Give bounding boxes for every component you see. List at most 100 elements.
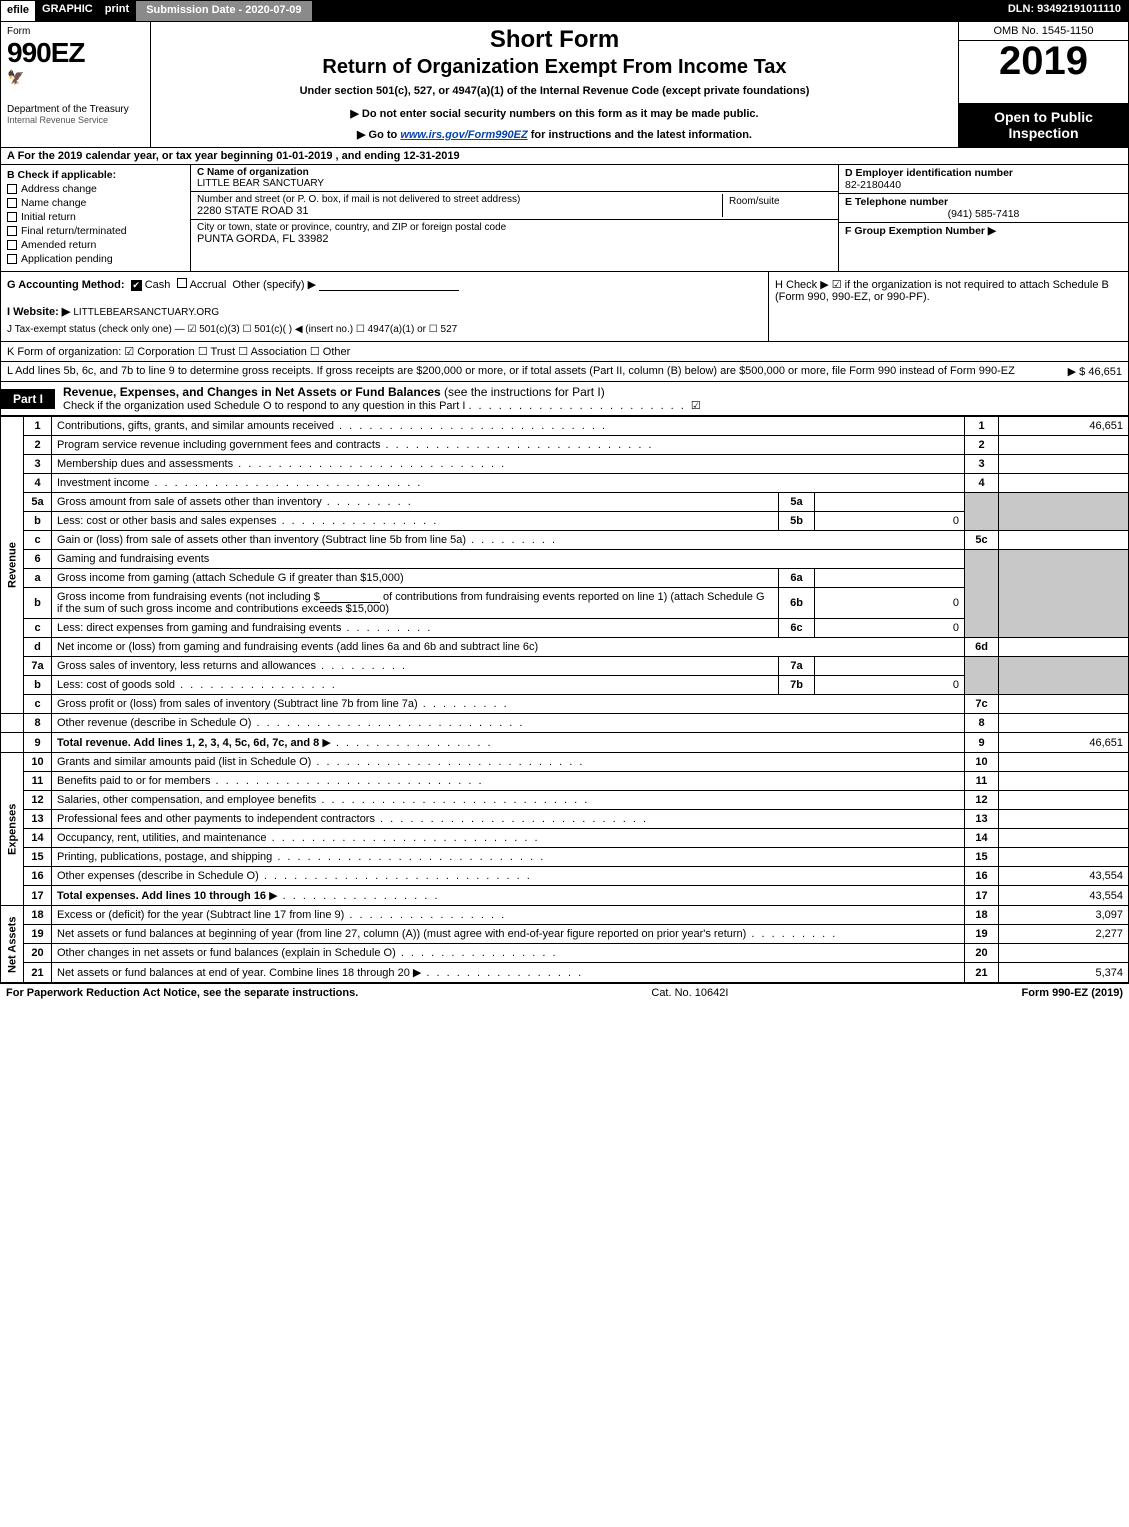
part-1-title: Revenue, Expenses, and Changes in Net As… <box>55 382 1128 415</box>
short-form-title: Short Form <box>159 26 950 54</box>
print-button[interactable]: print <box>99 0 135 22</box>
check-initial-return[interactable]: Initial return <box>7 211 184 223</box>
check-name-change[interactable]: Name change <box>7 197 184 209</box>
part-1-header: Part I Revenue, Expenses, and Changes in… <box>0 382 1129 416</box>
line-17-value: 43,554 <box>999 886 1129 906</box>
line-4-value <box>999 474 1129 493</box>
line-11-value <box>999 772 1129 791</box>
header-mid: Short Form Return of Organization Exempt… <box>151 22 958 147</box>
net-assets-side-label: Net Assets <box>1 906 24 983</box>
tax-exempt-status: J Tax-exempt status (check only one) — ☑… <box>7 324 762 335</box>
check-final-return[interactable]: Final return/terminated <box>7 225 184 237</box>
tax-period-row: A For the 2019 calendar year, or tax yea… <box>0 148 1129 165</box>
street-value: 2280 STATE ROAD 31 <box>197 205 722 217</box>
form-label: Form <box>7 26 144 37</box>
org-name-value: LITTLE BEAR SANCTUARY <box>197 178 832 189</box>
line-1-value: 46,651 <box>999 417 1129 436</box>
fundraising-contrib-input[interactable] <box>320 591 380 603</box>
website-label: I Website: ▶ <box>7 306 70 318</box>
line-21-value: 5,374 <box>999 963 1129 983</box>
line-16-value: 43,554 <box>999 867 1129 886</box>
form-header: Form 990EZ 🦅 Department of the Treasury … <box>0 22 1129 148</box>
do-not-enter-text: ▶ Do not enter social security numbers o… <box>159 107 950 120</box>
city-value: PUNTA GORDA, FL 33982 <box>197 233 832 245</box>
street-label: Number and street (or P. O. box, if mail… <box>197 194 722 205</box>
line-13-value <box>999 810 1129 829</box>
line-7b-value: 0 <box>815 676 965 695</box>
irs-link[interactable]: www.irs.gov/Form990EZ <box>400 129 527 141</box>
accounting-hcheck-row: G Accounting Method: Cash Accrual Other … <box>0 272 1129 342</box>
line-15-value <box>999 848 1129 867</box>
line-2-value <box>999 436 1129 455</box>
line-18-value: 3,097 <box>999 906 1129 925</box>
city-label: City or town, state or province, country… <box>197 222 832 233</box>
section-l-text: L Add lines 5b, 6c, and 7b to line 9 to … <box>7 365 1015 378</box>
accounting-label: G Accounting Method: <box>7 279 125 291</box>
header-right: OMB No. 1545-1150 2019 Open to Public In… <box>958 22 1128 147</box>
department-label: Department of the Treasury <box>7 104 144 115</box>
part-1-table: Revenue 1 Contributions, gifts, grants, … <box>0 416 1129 983</box>
catalog-number: Cat. No. 10642I <box>651 987 728 999</box>
line-3-value <box>999 455 1129 474</box>
line-5b-value: 0 <box>815 512 965 531</box>
entity-block: B Check if applicable: Address change Na… <box>0 165 1129 272</box>
section-def: D Employer identification number 82-2180… <box>838 165 1128 271</box>
line-8-value <box>999 714 1129 733</box>
arrow-icon: ▶ <box>269 890 277 902</box>
submission-date-button[interactable]: Submission Date - 2020-07-09 <box>135 0 312 22</box>
part-1-tab: Part I <box>1 389 55 409</box>
efile-label: efile <box>0 0 36 22</box>
submission-date: 2020-07-09 <box>245 4 301 16</box>
form-footer-label: Form 990-EZ (2019) <box>1022 987 1123 999</box>
checkbox-icon <box>7 212 17 222</box>
treasury-seal-icon: 🦅 <box>7 69 144 86</box>
check-address-change[interactable]: Address change <box>7 183 184 195</box>
line-6a-value <box>815 569 965 588</box>
phone-value: (941) 585-7418 <box>845 208 1122 220</box>
section-b: B Check if applicable: Address change Na… <box>1 165 191 271</box>
checkbox-icon <box>7 184 17 194</box>
section-g: G Accounting Method: Cash Accrual Other … <box>1 272 768 341</box>
check-application-pending[interactable]: Application pending <box>7 253 184 265</box>
line-9-value: 46,651 <box>999 733 1129 753</box>
line-5a-value <box>815 493 965 512</box>
check-amended-return[interactable]: Amended return <box>7 239 184 251</box>
checkbox-icon <box>7 198 17 208</box>
form-number: 990EZ <box>7 37 144 69</box>
section-b-label: B Check if applicable: <box>7 169 184 181</box>
section-c: C Name of organization LITTLE BEAR SANCT… <box>191 165 838 271</box>
line-6d-value <box>999 638 1129 657</box>
phone-label: E Telephone number <box>845 196 1122 208</box>
top-bar: efile GRAPHIC print Submission Date - 20… <box>0 0 1129 22</box>
line-7c-value <box>999 695 1129 714</box>
checkbox-icon <box>7 254 17 264</box>
irs-label: Internal Revenue Service <box>7 115 144 125</box>
checkbox-icon <box>7 226 17 236</box>
org-name-label: C Name of organization <box>197 167 832 178</box>
line-7a-value <box>815 657 965 676</box>
graphic-label: GRAPHIC <box>36 0 99 22</box>
ein-label: D Employer identification number <box>845 167 1122 179</box>
open-to-public: Open to Public Inspection <box>959 103 1128 147</box>
paperwork-notice: For Paperwork Reduction Act Notice, see … <box>6 987 358 999</box>
return-title: Return of Organization Exempt From Incom… <box>159 56 950 79</box>
other-specify-input[interactable] <box>319 279 459 291</box>
expenses-side-label: Expenses <box>1 753 24 906</box>
submission-label: Submission Date - <box>146 4 245 16</box>
header-left: Form 990EZ 🦅 Department of the Treasury … <box>1 22 151 147</box>
ein-value: 82-2180440 <box>845 179 1122 191</box>
goto-text: ▶ Go to www.irs.gov/Form990EZ for instru… <box>159 128 950 141</box>
dln-label: DLN: 93492191011110 <box>1000 0 1129 22</box>
section-l: L Add lines 5b, 6c, and 7b to line 9 to … <box>0 362 1129 382</box>
under-section-text: Under section 501(c), 527, or 4947(a)(1)… <box>159 85 950 97</box>
checkbox-icon <box>7 240 17 250</box>
tax-year: 2019 <box>959 41 1128 81</box>
revenue-side-label: Revenue <box>1 417 24 714</box>
section-l-amount: ▶ $ 46,651 <box>1068 365 1122 378</box>
topbar-spacer <box>313 0 1000 22</box>
room-suite-label: Room/suite <box>722 194 832 217</box>
line-12-value <box>999 791 1129 810</box>
page-footer: For Paperwork Reduction Act Notice, see … <box>0 983 1129 1002</box>
cash-checkbox-icon <box>131 280 142 291</box>
schedule-o-checkbox-icon: ☑ <box>691 400 701 412</box>
